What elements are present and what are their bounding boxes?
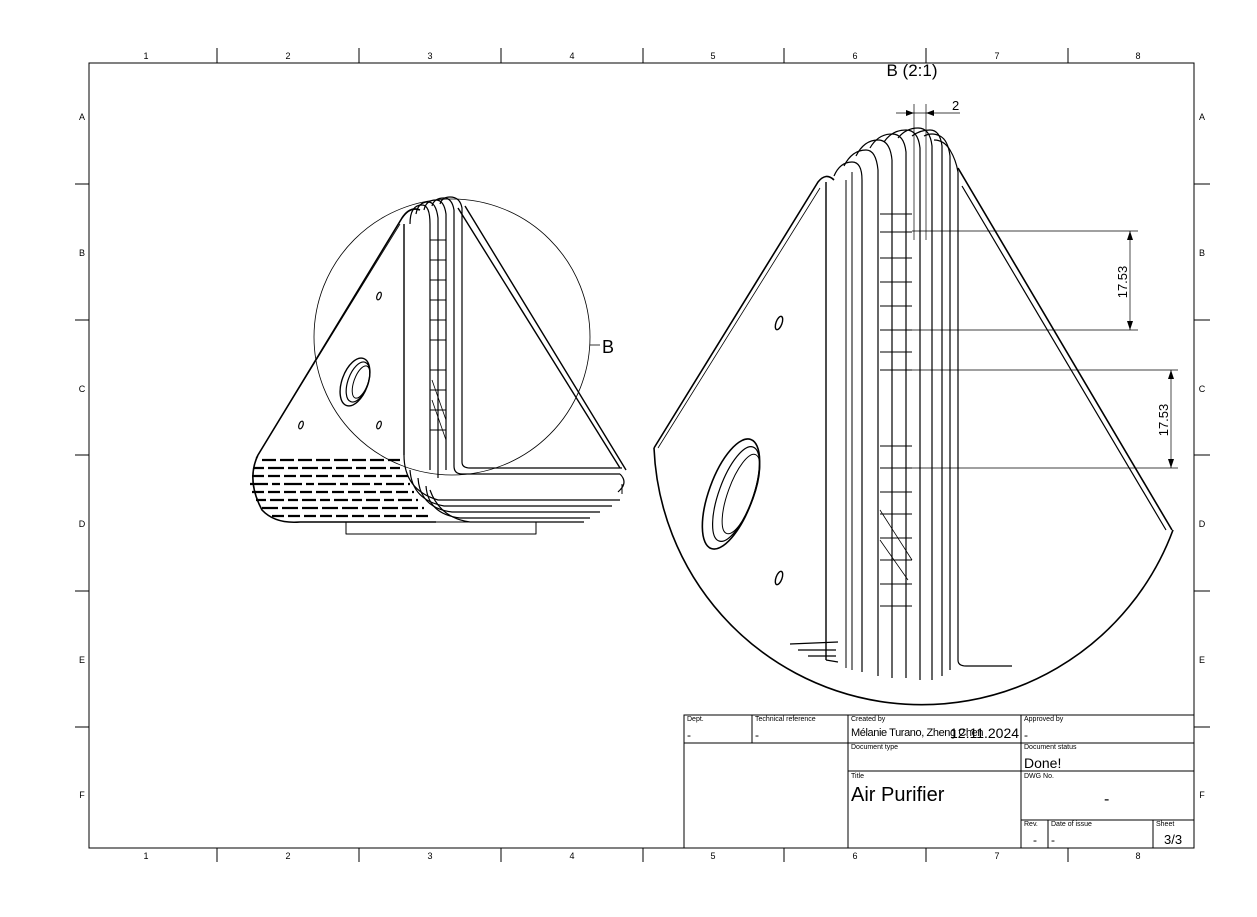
zone-column-label: 4 <box>569 851 574 861</box>
zone-row-label: B <box>79 248 85 258</box>
zone-column-label: 1 <box>143 51 148 61</box>
zone-labels: 1 1 2 2 3 3 4 4 5 5 6 6 7 7 8 8 A A B B C C D D E E F F <box>79 51 1206 861</box>
detail-callout-label: B <box>602 337 614 357</box>
detail-circle <box>313 198 591 476</box>
dwg-no-value: - <box>1104 791 1110 808</box>
sheet-label: Sheet <box>1156 821 1175 828</box>
zone-row-label: B <box>1199 248 1205 258</box>
document-status-value: Done! <box>1024 755 1062 771</box>
zone-column-label: 2 <box>285 51 290 61</box>
zone-row-label: E <box>1199 655 1205 665</box>
title-block-grid <box>683 714 1195 849</box>
date-of-issue-value: - <box>1051 833 1055 847</box>
zone-row-label: F <box>79 790 85 800</box>
title-label: Title <box>851 773 864 780</box>
zone-column-label: 8 <box>1135 51 1140 61</box>
approved-by-label: Approved by <box>1024 716 1064 723</box>
zone-column-label: 2 <box>285 851 290 861</box>
detail-view <box>653 127 1174 706</box>
created-by-label: Created by <box>851 716 886 723</box>
techref-label: Technical reference <box>755 716 816 723</box>
zone-column-label: 5 <box>710 51 715 61</box>
zone-column-label: 4 <box>569 51 574 61</box>
zone-row-label: F <box>1199 790 1205 800</box>
zone-column-label: 7 <box>994 51 999 61</box>
isometric-view <box>250 196 627 535</box>
zone-column-label: 1 <box>143 851 148 861</box>
zone-column-label: 6 <box>852 851 857 861</box>
zone-column-label: 8 <box>1135 851 1140 861</box>
date-of-issue-label: Date of issue <box>1051 821 1092 828</box>
dimension-pitch-upper: 17.53 <box>1115 266 1130 299</box>
zone-row-label: D <box>1199 519 1206 529</box>
drawing-border <box>88 62 1195 849</box>
zone-row-label: C <box>79 384 86 394</box>
zone-row-label: A <box>1199 112 1205 122</box>
rev-value: - <box>1033 833 1037 847</box>
dimension-thickness: 2 <box>952 98 959 113</box>
dimension-lines <box>896 104 1178 469</box>
zone-row-label: D <box>79 519 86 529</box>
zone-column-label: 7 <box>994 851 999 861</box>
zone-column-label: 3 <box>427 851 432 861</box>
zone-ticks <box>75 48 1210 862</box>
dimension-pitch-lower: 17.53 <box>1156 404 1171 437</box>
document-status-label: Document status <box>1024 744 1077 751</box>
sheet-value: 3/3 <box>1164 832 1183 847</box>
zone-row-label: C <box>1199 384 1206 394</box>
detail-view-title: B (2:1) <box>886 61 937 80</box>
zone-row-label: E <box>79 655 85 665</box>
rev-label: Rev. <box>1024 821 1038 828</box>
zone-column-label: 3 <box>427 51 432 61</box>
zone-column-label: 5 <box>710 851 715 861</box>
dept-label: Dept. <box>687 716 704 723</box>
dept-value: - <box>687 728 691 742</box>
created-date: 12.11.2024 <box>950 725 1020 741</box>
techref-value: - <box>755 728 759 742</box>
approved-by-value: - <box>1024 728 1028 742</box>
zone-column-label: 6 <box>852 51 857 61</box>
dwg-no-label: DWG No. <box>1024 773 1054 780</box>
created-by-value: Mélanie Turano, Zheng Chen <box>851 727 984 739</box>
document-type-label: Document type <box>851 744 899 751</box>
zone-row-label: A <box>79 112 85 122</box>
drawing-title: Air Purifier <box>851 784 945 806</box>
